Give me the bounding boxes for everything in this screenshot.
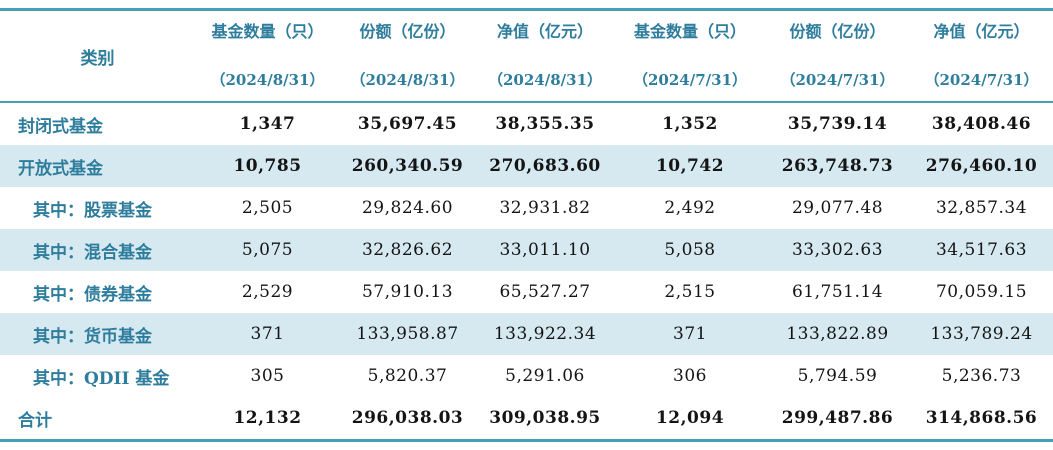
row-label: 其中：债券基金	[33, 284, 152, 305]
cell-nav-aug: 65,527.27	[499, 282, 591, 302]
cell-count-jul: 12,094	[655, 408, 725, 428]
row-bond-funds: 其中：债券基金 2,529 57,910.13 65,527.27 2,515 …	[0, 271, 1053, 313]
cell-nav-aug: 309,038.95	[489, 408, 601, 428]
cell-count-aug: 371	[250, 324, 285, 344]
row-label: 封闭式基金	[18, 116, 103, 137]
cell-count-aug: 12,132	[233, 408, 302, 428]
cell-share-jul: 5,794.59	[797, 366, 878, 386]
row-label: 合计	[18, 410, 52, 431]
header-share-2024-08: 份额（亿份） （2024/8/31）	[340, 9, 475, 103]
header-title: 净值（亿元）	[496, 22, 593, 41]
header-cell-wrap: 份额（亿份） （2024/8/31）	[340, 11, 475, 101]
cell-nav-jul: 5,236.73	[941, 366, 1022, 386]
cell-count-aug: 5,075	[241, 240, 294, 260]
header-cell-wrap: 基金数量（只） （2024/7/31）	[615, 11, 765, 101]
cell-share-jul: 33,302.63	[791, 240, 884, 260]
row-label: 其中：货币基金	[33, 326, 152, 347]
cell-nav-jul: 70,059.15	[935, 282, 1028, 302]
cell-nav-jul: 32,857.34	[935, 198, 1028, 218]
header-nav-2024-08: 净值（亿元） （2024/8/31）	[475, 9, 615, 103]
cell-share-jul: 299,487.86	[781, 408, 894, 428]
header-row: 类别 基金数量（只） （2024/8/31） 份额（亿份） （2024/8/31…	[0, 9, 1053, 103]
cell-count-aug: 2,529	[241, 282, 294, 302]
cell-count-aug: 305	[250, 366, 285, 386]
header-cell-wrap: 净值（亿元） （2024/7/31）	[910, 11, 1053, 101]
header-share-2024-07: 份额（亿份） （2024/7/31）	[765, 9, 910, 103]
cell-count-jul: 371	[673, 324, 707, 344]
header-title: 基金数量（只）	[211, 22, 324, 41]
row-label: 其中：股票基金	[33, 200, 152, 221]
cell-share-aug: 296,038.03	[351, 408, 464, 428]
cell-count-jul: 5,058	[664, 240, 716, 260]
cell-count-jul: 2,492	[664, 198, 716, 218]
header-title: 份额（亿份）	[359, 22, 456, 41]
cell-share-aug: 260,340.59	[351, 156, 464, 176]
cell-share-jul: 61,751.14	[791, 282, 884, 302]
cell-nav-aug: 270,683.60	[489, 156, 601, 176]
cell-nav-aug: 32,931.82	[499, 198, 591, 218]
cell-count-jul: 10,742	[655, 156, 725, 176]
fund-statistics-table: 类别 基金数量（只） （2024/8/31） 份额（亿份） （2024/8/31…	[0, 8, 1053, 442]
cell-share-aug: 35,697.45	[357, 114, 458, 134]
cell-count-jul: 1,352	[662, 114, 718, 134]
cell-nav-jul: 314,868.56	[925, 408, 1038, 428]
cell-share-aug: 29,824.60	[361, 198, 454, 218]
cell-nav-jul: 133,789.24	[930, 324, 1033, 344]
header-date: （2024/7/31）	[924, 71, 1039, 89]
header-count-2024-07: 基金数量（只） （2024/7/31）	[615, 9, 765, 103]
header-title: 基金数量（只）	[633, 22, 746, 41]
header-title: 份额（亿份）	[789, 22, 886, 41]
row-equity-funds: 其中：股票基金 2,505 29,824.60 32,931.82 2,492 …	[0, 187, 1053, 229]
header-cell-wrap: 份额（亿份） （2024/7/31）	[765, 11, 910, 101]
cell-nav-jul: 38,408.46	[931, 114, 1032, 134]
cell-share-aug: 32,826.62	[361, 240, 454, 260]
cell-share-aug: 5,820.37	[367, 366, 448, 386]
header-nav-2024-07: 净值（亿元） （2024/7/31）	[910, 9, 1053, 103]
row-label: 其中：QDII 基金	[33, 368, 170, 389]
cell-nav-aug: 38,355.35	[495, 114, 595, 134]
header-date: （2024/7/31）	[632, 71, 748, 89]
cell-nav-aug: 133,922.34	[493, 324, 597, 344]
cell-share-jul: 35,739.14	[787, 114, 888, 134]
header-date: （2024/8/31）	[350, 71, 465, 89]
header-date: （2024/7/31）	[780, 71, 895, 89]
cell-share-aug: 133,958.87	[356, 324, 459, 344]
row-label: 其中：混合基金	[33, 242, 152, 263]
cell-nav-aug: 33,011.10	[499, 240, 591, 260]
row-open-end-funds: 开放式基金 10,785 260,340.59 270,683.60 10,74…	[0, 145, 1053, 187]
header-count-2024-08: 基金数量（只） （2024/8/31）	[195, 9, 340, 103]
cell-count-jul: 2,515	[664, 282, 716, 302]
cell-count-aug: 2,505	[241, 198, 294, 218]
cell-share-jul: 29,077.48	[791, 198, 884, 218]
cell-count-aug: 10,785	[233, 156, 302, 176]
header-category: 类别	[0, 9, 195, 103]
row-closed-end-funds: 封闭式基金 1,347 35,697.45 38,355.35 1,352 35…	[0, 102, 1053, 145]
header-cell-wrap: 基金数量（只） （2024/8/31）	[195, 11, 340, 101]
cell-count-aug: 1,347	[239, 114, 296, 134]
row-label: 开放式基金	[18, 158, 103, 179]
header-title: 净值（亿元）	[933, 22, 1030, 41]
cell-share-jul: 263,748.73	[781, 156, 894, 176]
cell-share-jul: 133,822.89	[786, 324, 889, 344]
cell-nav-jul: 34,517.63	[935, 240, 1028, 260]
cell-share-aug: 57,910.13	[361, 282, 454, 302]
row-qdii-funds: 其中：QDII 基金 305 5,820.37 5,291.06 306 5,7…	[0, 355, 1053, 397]
header-cell-wrap: 净值（亿元） （2024/8/31）	[475, 11, 615, 101]
row-hybrid-funds: 其中：混合基金 5,075 32,826.62 33,011.10 5,058 …	[0, 229, 1053, 271]
header-date: （2024/8/31）	[210, 71, 325, 89]
row-money-market-funds: 其中：货币基金 371 133,958.87 133,922.34 371 13…	[0, 313, 1053, 355]
cell-nav-jul: 276,460.10	[925, 156, 1038, 176]
cell-nav-aug: 5,291.06	[505, 366, 585, 386]
header-date: （2024/8/31）	[487, 71, 603, 89]
row-total: 合计 12,132 296,038.03 309,038.95 12,094 2…	[0, 397, 1053, 441]
cell-count-jul: 306	[673, 366, 707, 386]
